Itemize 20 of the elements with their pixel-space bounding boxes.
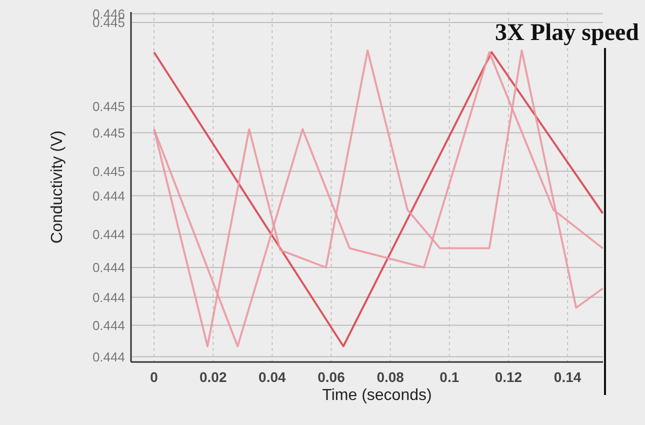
x-tick-label: 0.12	[494, 369, 522, 385]
x-tick-label: 0.14	[554, 369, 582, 385]
x-tick-label: 0.06	[318, 369, 346, 385]
x-tick-label: 0.04	[258, 369, 286, 385]
y-tick-label: 0.445	[92, 99, 125, 114]
y-axis-title: Conductivity (V)	[49, 130, 66, 244]
y-tick-label: 0.444	[92, 318, 125, 333]
y-tick-label: 0.444	[92, 226, 125, 242]
y-tick-label: 0.444	[92, 290, 125, 305]
x-tick-label: 0.02	[199, 369, 227, 385]
x-tick-label: 0.08	[376, 369, 404, 385]
x-tick-label: 0.1	[440, 369, 460, 385]
y-tick-label: 0.444	[92, 260, 125, 276]
y-tick-label: 0.445	[92, 164, 125, 179]
chart-title: 3X Play speed	[495, 20, 640, 46]
x-axis-title: Time (seconds)	[322, 387, 432, 404]
y-tick-label: 0.444	[92, 349, 125, 364]
y-tick-label: 0.445	[92, 125, 125, 140]
x-tick-label: 0	[150, 369, 158, 385]
y-tick-label: 0.444	[92, 188, 125, 204]
